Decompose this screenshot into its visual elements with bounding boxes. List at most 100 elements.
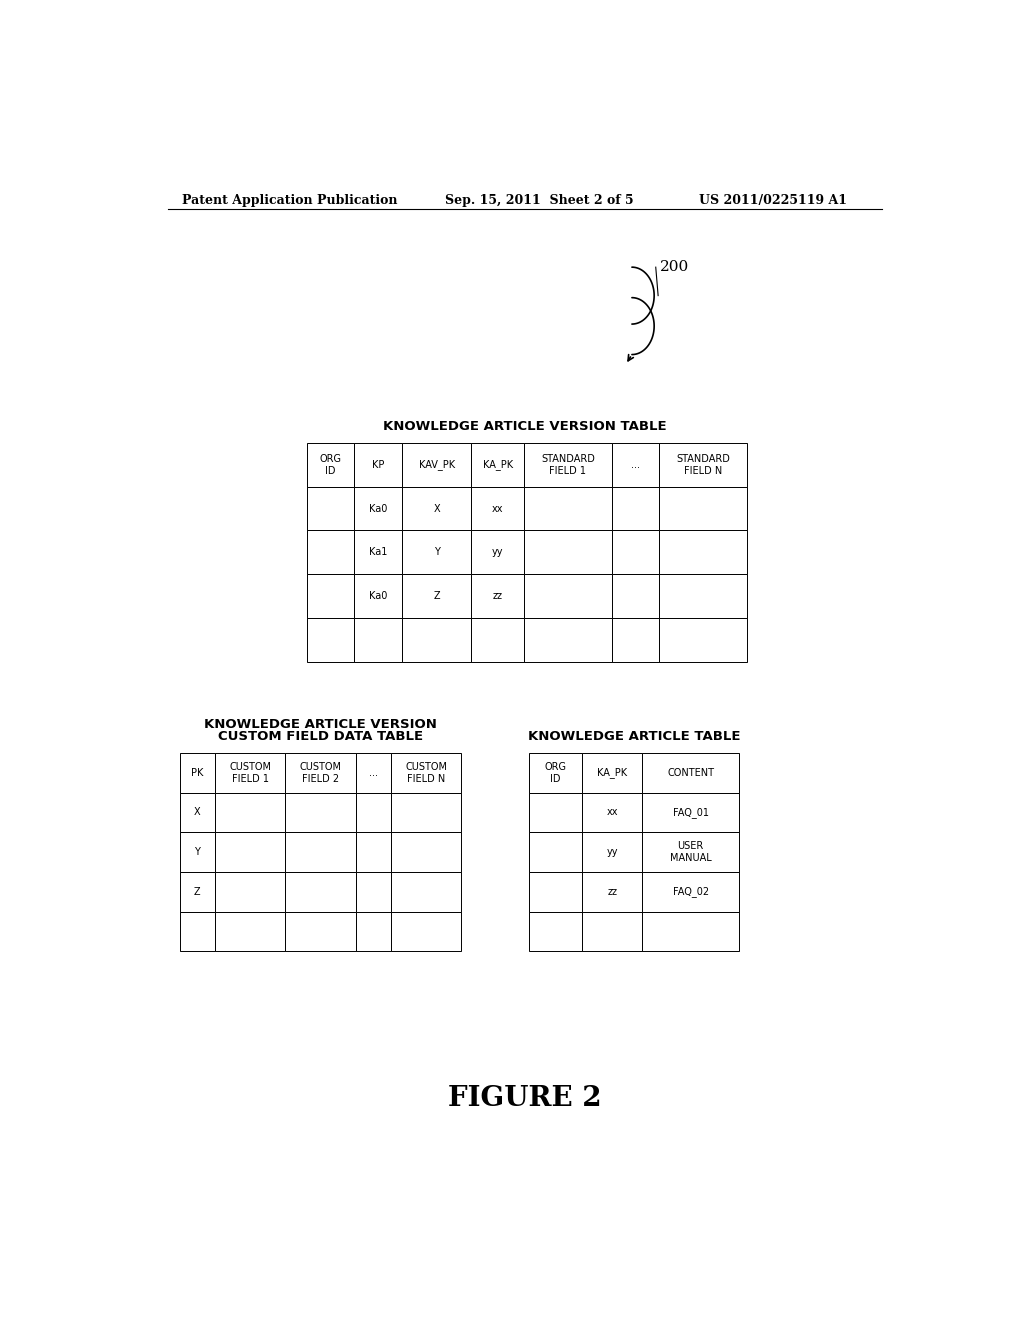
Text: ORG
ID: ORG ID [319,454,341,475]
Bar [611,444,659,487]
Text: KA_PK: KA_PK [597,767,628,779]
Bar [402,574,471,618]
Bar [582,912,642,952]
Bar [582,752,642,792]
Bar [471,574,524,618]
Bar [179,792,215,833]
Bar [642,833,739,873]
Bar [471,487,524,531]
Text: CUSTOM
FIELD N: CUSTOM FIELD N [406,762,447,784]
Text: zz: zz [607,887,617,896]
Text: Ka1: Ka1 [369,548,387,557]
Bar [306,531,354,574]
Text: US 2011/0225119 A1: US 2011/0225119 A1 [699,194,848,207]
Bar [306,487,354,531]
Bar [524,487,611,531]
Text: Ka0: Ka0 [369,503,387,513]
Text: ...: ... [631,459,640,470]
Bar [611,487,659,531]
Bar [391,752,461,792]
Bar [471,618,524,661]
Text: STANDARD
FIELD 1: STANDARD FIELD 1 [541,454,595,475]
Text: xx: xx [606,808,617,817]
Text: STANDARD
FIELD N: STANDARD FIELD N [676,454,730,475]
Bar [286,752,355,792]
Text: CUSTOM
FIELD 2: CUSTOM FIELD 2 [299,762,341,784]
Bar [528,833,582,873]
Bar [354,444,402,487]
Bar [306,618,354,661]
Bar [402,444,471,487]
Text: KNOWLEDGE ARTICLE VERSION: KNOWLEDGE ARTICLE VERSION [204,718,437,731]
Text: CUSTOM FIELD DATA TABLE: CUSTOM FIELD DATA TABLE [218,730,423,743]
Bar [528,912,582,952]
Text: KAV_PK: KAV_PK [419,459,455,470]
Bar [286,873,355,912]
Bar [528,873,582,912]
Bar [306,444,354,487]
Bar [402,487,471,531]
Bar [642,873,739,912]
Bar [611,531,659,574]
Bar [286,833,355,873]
Bar [355,833,391,873]
Bar [306,574,354,618]
Bar [179,873,215,912]
Text: yy: yy [606,847,617,857]
Text: FAQ_02: FAQ_02 [673,886,709,898]
Text: USER
MANUAL: USER MANUAL [670,841,712,863]
Bar [471,531,524,574]
Bar [354,531,402,574]
Bar [355,873,391,912]
Text: KNOWLEDGE ARTICLE TABLE: KNOWLEDGE ARTICLE TABLE [527,730,740,743]
Bar [286,912,355,952]
Text: ...: ... [369,768,378,777]
Bar [582,873,642,912]
Bar [528,752,582,792]
Bar [659,531,748,574]
Bar [659,574,748,618]
Bar [355,912,391,952]
Text: CONTENT: CONTENT [668,768,714,777]
Text: Sep. 15, 2011  Sheet 2 of 5: Sep. 15, 2011 Sheet 2 of 5 [445,194,634,207]
Bar [582,792,642,833]
Bar [471,444,524,487]
Text: FAQ_01: FAQ_01 [673,807,709,818]
Bar [391,833,461,873]
Bar [354,618,402,661]
Text: Patent Application Publication: Patent Application Publication [182,194,397,207]
Bar [402,618,471,661]
Bar [642,792,739,833]
Text: yy: yy [492,548,504,557]
Bar [354,487,402,531]
Text: Z: Z [433,591,440,601]
Bar [215,873,286,912]
Bar [582,833,642,873]
Text: zz: zz [493,591,503,601]
Bar [659,444,748,487]
Bar [286,792,355,833]
Bar [642,912,739,952]
Text: KNOWLEDGE ARTICLE VERSION TABLE: KNOWLEDGE ARTICLE VERSION TABLE [383,420,667,433]
Bar [611,574,659,618]
Bar [659,618,748,661]
Text: Y: Y [433,548,439,557]
Bar [391,873,461,912]
Bar [524,618,611,661]
Bar [524,444,611,487]
Text: Y: Y [195,847,200,857]
Bar [611,618,659,661]
Text: X: X [194,808,201,817]
Bar [354,574,402,618]
Bar [215,792,286,833]
Text: PK: PK [191,768,204,777]
Text: KA_PK: KA_PK [482,459,513,470]
Text: xx: xx [492,503,504,513]
Bar [215,833,286,873]
Bar [179,833,215,873]
Text: CUSTOM
FIELD 1: CUSTOM FIELD 1 [229,762,271,784]
Bar [642,752,739,792]
Text: KP: KP [372,459,384,470]
Bar [659,487,748,531]
Bar [402,531,471,574]
